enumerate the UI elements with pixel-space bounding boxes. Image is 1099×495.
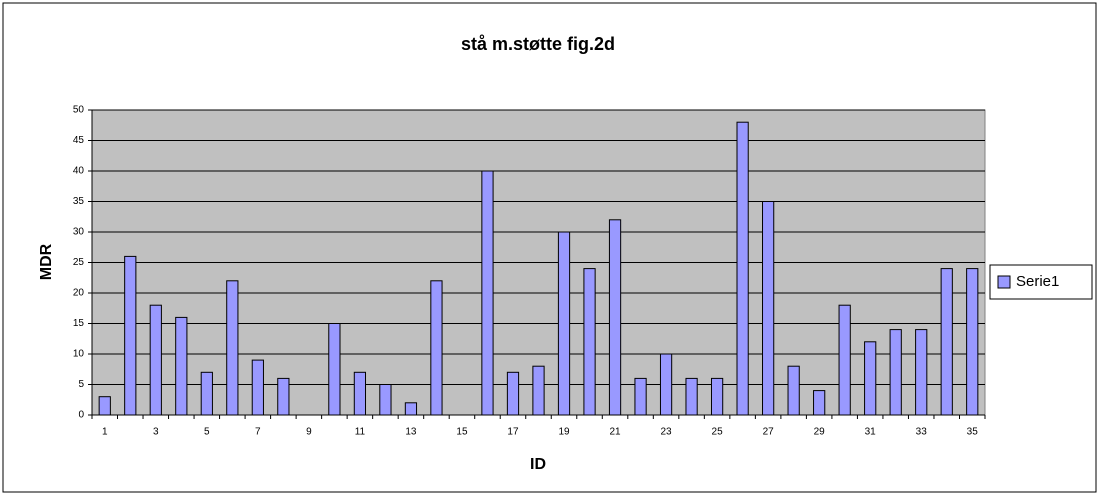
bar <box>532 365 545 416</box>
y-axis-title: MDR <box>38 243 55 280</box>
bar <box>940 268 953 416</box>
bar <box>685 377 698 416</box>
bar <box>328 323 341 416</box>
y-tick-label: 40 <box>73 166 85 177</box>
y-tick-label: 25 <box>73 257 85 268</box>
bar <box>966 268 979 416</box>
y-tick-label: 35 <box>73 196 85 207</box>
x-tick-label: 1 <box>102 427 108 438</box>
bar <box>710 377 724 416</box>
bar <box>838 304 851 416</box>
bar <box>481 170 494 416</box>
bar <box>124 255 137 416</box>
bar <box>736 121 749 416</box>
x-tick-label: 29 <box>814 427 826 438</box>
bar <box>608 219 622 416</box>
legend-label: Serie1 <box>1016 273 1059 290</box>
bar <box>226 280 239 416</box>
bar <box>98 396 111 416</box>
chart-title: stå m.støtte fig.2d <box>461 34 615 54</box>
x-tick-label: 11 <box>355 427 366 438</box>
x-tick-label: 35 <box>967 427 979 438</box>
legend-swatch <box>997 275 1011 289</box>
x-tick-label: 3 <box>153 427 159 438</box>
bar <box>379 384 392 416</box>
bar <box>506 371 520 416</box>
x-tick-label: 13 <box>405 427 417 438</box>
x-tick-label: 25 <box>712 427 724 438</box>
x-tick-label: 21 <box>609 427 621 438</box>
y-tick-label: 45 <box>73 135 85 146</box>
x-tick-label: 27 <box>763 427 775 438</box>
x-tick-label: 19 <box>558 427 570 438</box>
bar <box>787 365 800 416</box>
x-tick-label: 9 <box>306 427 312 438</box>
bar <box>353 371 367 416</box>
bar <box>404 402 418 416</box>
x-tick-label: 23 <box>661 427 673 438</box>
x-tick-label: 33 <box>916 427 928 438</box>
bar <box>557 231 571 416</box>
y-tick-label: 5 <box>78 379 84 390</box>
bar <box>634 377 647 416</box>
x-tick-label: 15 <box>456 427 468 438</box>
y-tick-label: 50 <box>73 105 85 116</box>
bar <box>200 371 213 416</box>
y-tick-label: 0 <box>78 410 84 421</box>
bar <box>175 316 188 416</box>
x-axis-title: ID <box>530 456 546 473</box>
bar <box>149 304 162 416</box>
bar <box>583 268 596 416</box>
bar <box>430 280 443 416</box>
bar <box>277 377 290 416</box>
x-tick-label: 5 <box>204 427 210 438</box>
bar <box>251 359 264 416</box>
bar <box>762 201 775 416</box>
bar <box>889 329 902 416</box>
x-tick-label: 17 <box>507 427 519 438</box>
bar <box>915 329 928 416</box>
x-tick-label: 31 <box>865 427 877 438</box>
x-tick-label: 7 <box>255 427 261 438</box>
y-tick-label: 30 <box>73 227 85 238</box>
bar <box>659 353 673 416</box>
bar <box>864 341 877 416</box>
y-tick-label: 15 <box>73 318 85 329</box>
y-tick-label: 20 <box>73 288 85 299</box>
bar <box>813 390 826 416</box>
y-tick-label: 10 <box>73 349 85 360</box>
